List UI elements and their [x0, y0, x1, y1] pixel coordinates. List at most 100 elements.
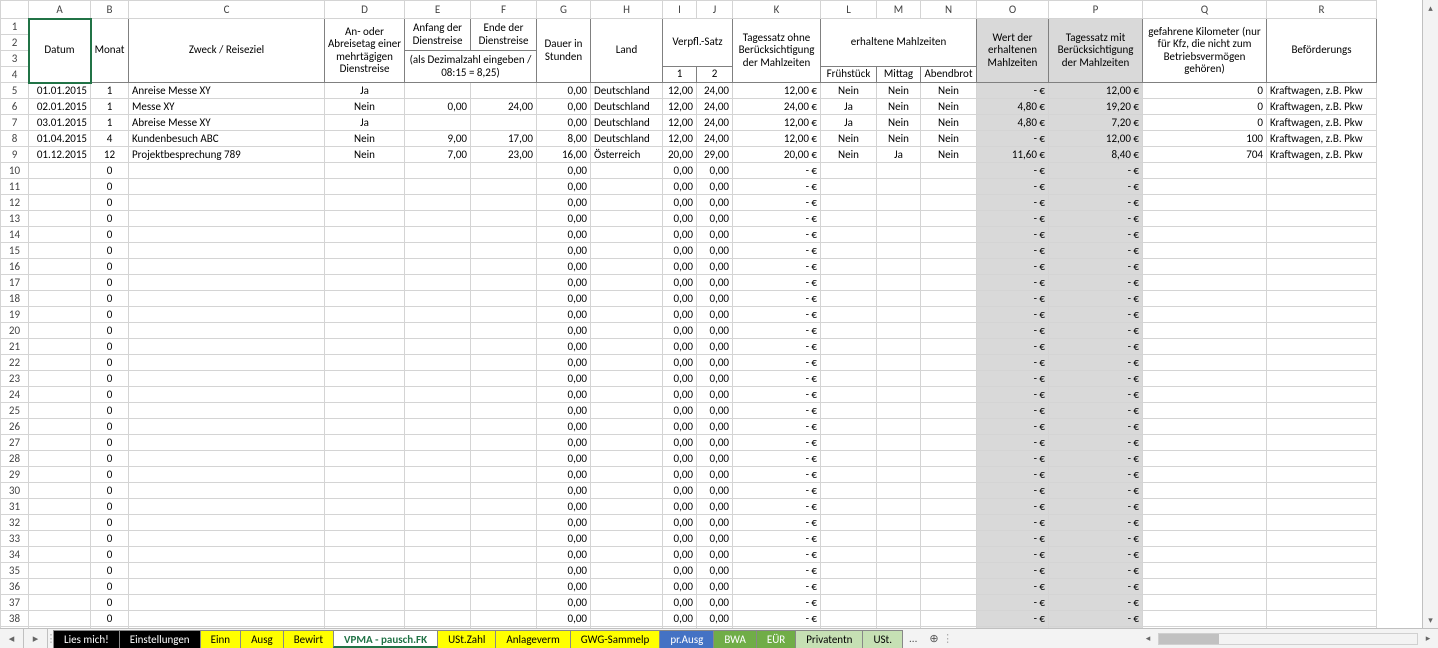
cell[interactable]: 0,00 [697, 403, 733, 419]
cell[interactable]: 0,00 [663, 275, 697, 291]
cell[interactable] [405, 451, 471, 467]
cell[interactable]: 0,00 [537, 595, 591, 611]
cell[interactable]: Anreise Messe XY [129, 83, 325, 99]
cell[interactable] [129, 275, 325, 291]
cell[interactable]: 0 [1143, 83, 1267, 99]
cell[interactable]: 0,00 [663, 371, 697, 387]
row-header-21[interactable]: 21 [1, 339, 29, 355]
cell[interactable]: - € [733, 179, 821, 195]
cell[interactable]: 0 [91, 179, 129, 195]
cell[interactable] [1267, 499, 1377, 515]
cell[interactable]: Deutschland [591, 99, 663, 115]
cell[interactable]: 0 [91, 515, 129, 531]
cell[interactable] [1143, 419, 1267, 435]
cell[interactable]: 12,00 € [733, 115, 821, 131]
cell[interactable] [29, 243, 91, 259]
cell[interactable]: 0,00 [537, 307, 591, 323]
cell[interactable]: 12,00 [663, 83, 697, 99]
cell[interactable] [591, 291, 663, 307]
cell[interactable]: Nein [921, 115, 977, 131]
cell[interactable] [1267, 307, 1377, 323]
cell[interactable]: - € [977, 387, 1049, 403]
cell[interactable]: Nein [921, 99, 977, 115]
cell[interactable] [29, 515, 91, 531]
cell[interactable]: - € [1049, 451, 1143, 467]
cell[interactable] [1267, 467, 1377, 483]
cell[interactable] [1267, 275, 1377, 291]
cell[interactable] [821, 179, 877, 195]
cell[interactable] [405, 339, 471, 355]
cell[interactable]: 0,00 [537, 371, 591, 387]
cell[interactable]: 0,00 [697, 195, 733, 211]
cell[interactable] [591, 403, 663, 419]
row-header-13[interactable]: 13 [1, 211, 29, 227]
cell[interactable]: 0,00 [697, 451, 733, 467]
cell[interactable]: 0,00 [537, 611, 591, 627]
cell[interactable] [1143, 499, 1267, 515]
cell[interactable]: 0,00 [697, 547, 733, 563]
cell[interactable] [921, 403, 977, 419]
cell[interactable]: 0 [91, 451, 129, 467]
cell[interactable]: 0 [91, 243, 129, 259]
cell[interactable] [591, 259, 663, 275]
cell[interactable] [29, 387, 91, 403]
cell[interactable]: 0,00 [663, 163, 697, 179]
cell[interactable]: - € [733, 563, 821, 579]
cell[interactable] [29, 339, 91, 355]
cell[interactable]: - € [977, 531, 1049, 547]
cell[interactable]: 03.01.2015 [29, 115, 91, 131]
cell[interactable] [129, 515, 325, 531]
cell[interactable] [405, 531, 471, 547]
cell[interactable]: Nein [877, 131, 921, 147]
column-header-R[interactable]: R [1267, 1, 1377, 19]
cell[interactable] [129, 403, 325, 419]
cell[interactable]: 0,00 [663, 467, 697, 483]
cell[interactable] [877, 243, 921, 259]
cell[interactable]: 17,00 [471, 131, 537, 147]
cell[interactable]: Nein [325, 147, 405, 163]
cell[interactable]: 24,00 [697, 131, 733, 147]
cell[interactable]: - € [977, 467, 1049, 483]
cell[interactable] [877, 547, 921, 563]
cell[interactable]: - € [733, 435, 821, 451]
cell[interactable] [325, 339, 405, 355]
cell[interactable] [877, 595, 921, 611]
cell[interactable] [591, 499, 663, 515]
cell[interactable]: 0,00 [537, 99, 591, 115]
cell[interactable]: - € [733, 243, 821, 259]
cell[interactable]: - € [1049, 371, 1143, 387]
cell[interactable] [591, 451, 663, 467]
cell[interactable]: - € [1049, 355, 1143, 371]
cell[interactable] [29, 371, 91, 387]
cell[interactable]: - € [977, 355, 1049, 371]
cell[interactable]: 0,00 [663, 419, 697, 435]
cell[interactable]: - € [1049, 339, 1143, 355]
cell[interactable] [471, 275, 537, 291]
cell[interactable]: - € [977, 435, 1049, 451]
cell[interactable] [821, 163, 877, 179]
cell[interactable] [1143, 531, 1267, 547]
cell[interactable] [591, 611, 663, 627]
cell[interactable] [921, 595, 977, 611]
cell[interactable]: - € [1049, 531, 1143, 547]
cell[interactable] [821, 467, 877, 483]
cell[interactable] [1143, 451, 1267, 467]
scroll-right-icon[interactable]: ▸ [1420, 631, 1436, 647]
cell[interactable]: - € [733, 211, 821, 227]
cell[interactable] [1143, 211, 1267, 227]
cell[interactable]: - € [977, 275, 1049, 291]
cell[interactable] [821, 291, 877, 307]
cell[interactable]: Projektbesprechung 789 [129, 147, 325, 163]
cell[interactable]: 0,00 [697, 323, 733, 339]
cell[interactable] [1143, 563, 1267, 579]
cell[interactable]: 0,00 [537, 531, 591, 547]
cell[interactable]: 0,00 [697, 227, 733, 243]
sheet-tab[interactable]: Privatentn [795, 630, 863, 648]
cell[interactable] [1143, 467, 1267, 483]
cell[interactable]: 0 [91, 211, 129, 227]
cell[interactable] [325, 483, 405, 499]
cell[interactable] [1143, 483, 1267, 499]
cell[interactable] [405, 515, 471, 531]
cell[interactable]: 0,00 [663, 243, 697, 259]
cell[interactable]: 0,00 [697, 211, 733, 227]
